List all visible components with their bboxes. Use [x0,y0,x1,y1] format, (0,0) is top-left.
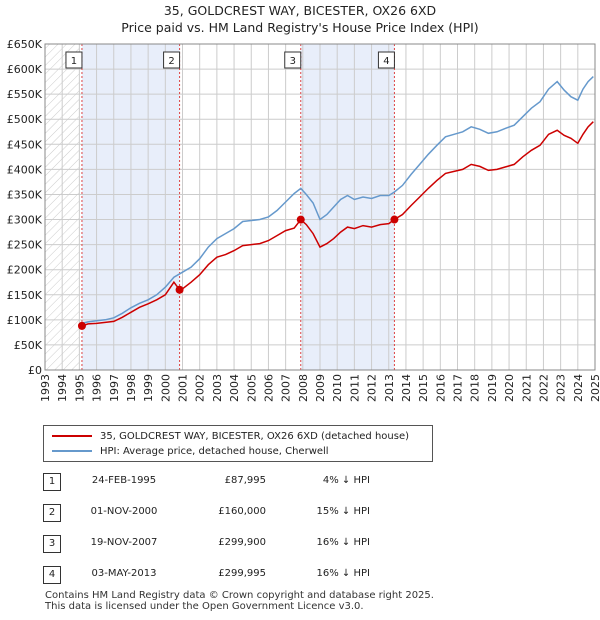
x-tick-label: 2006 [262,374,275,402]
x-tick-label: 2024 [572,374,585,402]
transaction-number: 2 [43,504,61,522]
chart-subtitle: Price paid vs. HM Land Registry's House … [121,20,479,35]
transaction-price: £160,000 [218,506,266,517]
y-tick-label: £200K [7,264,43,277]
x-tick-label: 1999 [142,374,155,402]
chart-title: 35, GOLDCREST WAY, BICESTER, OX26 6XD [163,3,437,18]
x-tick-label: 2018 [469,374,482,402]
transaction-hpi-diff: 16% ↓ HPI [316,537,370,548]
price-chart: £0 £50K £100K £150K £200K £250K £300K £350K £400… [7,38,600,402]
x-tick-label: 2014 [400,374,413,402]
transaction-hpi-diff: 16% ↓ HPI [316,568,370,579]
sale-label-box [284,51,302,69]
x-tick-label: 2013 [383,374,396,402]
transaction-hpi-diff: 4% ↓ HPI [322,475,370,486]
x-tick-label: 1996 [91,374,104,402]
x-tick-label: 2011 [348,374,361,402]
table-row: 1 24-FEB-1995 £87,995 4% ↓ HPI [0,473,600,493]
x-tick-label: 2012 [366,374,379,402]
legend-label-hpi: HPI: Average price, detached house, Cher… [100,445,329,457]
x-tick-label: 2020 [503,374,516,402]
x-tick-label: 2023 [555,374,568,402]
sale-point [175,285,184,294]
legend-label-price: 35, GOLDCREST WAY, BICESTER, OX26 6XD (d… [100,430,410,442]
x-tick-label: 2022 [537,374,550,402]
sale-label-number: 3 [290,56,296,67]
footer-copyright: Contains HM Land Registry data © Crown c… [45,590,434,601]
x-tick-label: 2025 [589,374,600,402]
transaction-number: 1 [43,473,61,491]
x-tick-label: 1995 [73,374,86,402]
sale-label-number: 2 [168,56,174,67]
legend-swatch-price [52,435,92,437]
y-tick-label: £450K [7,138,43,151]
x-tick-label: 2015 [417,374,430,402]
sale-label-number: 1 [71,56,77,67]
x-tick-label: 2019 [486,374,499,402]
footer: Contains HM Land Registry data © Crown c… [45,590,434,612]
x-tick-label: 1998 [125,374,138,402]
legend-item-hpi: HPI: Average price, detached house, Cher… [52,444,329,458]
x-tick-label: 2008 [297,374,310,402]
transaction-date: 19-NOV-2007 [90,537,158,548]
transaction-number: 3 [43,535,61,553]
x-tick-label: 1994 [56,374,69,402]
y-tick-label: £400K [7,163,43,176]
legend-swatch-hpi [52,450,92,452]
x-tick-label: 2010 [331,374,344,402]
x-tick-label: 1997 [108,374,121,402]
x-tick-label: 2003 [211,374,224,402]
y-tick-label: £600K [7,63,43,76]
x-tick-label: 1993 [39,374,52,402]
price-paid-line [81,121,594,327]
y-tick-label: £300K [7,214,43,227]
sale-label-box [65,51,83,69]
transaction-price: £87,995 [224,475,266,486]
sale-label-box [163,51,181,69]
sale-point [77,321,86,330]
table-row: 4 03-MAY-2013 £299,995 16% ↓ HPI [0,566,600,586]
footer-licence: This data is licensed under the Open Gov… [45,601,364,612]
x-tick-label: 2004 [228,374,241,402]
y-tick-label: £250K [7,239,43,252]
legend-item-price: 35, GOLDCREST WAY, BICESTER, OX26 6XD (d… [52,429,409,443]
table-row: 3 19-NOV-2007 £299,900 16% ↓ HPI [0,535,600,555]
transaction-price: £299,995 [218,568,266,579]
transaction-date: 24-FEB-1995 [91,475,157,486]
sale-label-box [377,51,395,69]
x-tick-label: 2007 [280,374,293,402]
table-row: 2 01-NOV-2000 £160,000 15% ↓ HPI [0,504,600,524]
y-tick-label: £50K [14,339,43,352]
y-tick-label: £100K [7,314,43,327]
x-tick-label: 2021 [520,374,533,402]
y-tick-label: £150K [7,289,43,302]
y-tick-label: £350K [7,188,43,201]
legend: 35, GOLDCREST WAY, BICESTER, OX26 6XD (d… [43,425,433,462]
y-tick-label: £550K [7,88,43,101]
x-tick-label: 2000 [159,374,172,402]
y-tick-label: £650K [7,38,43,51]
transaction-number: 4 [43,566,61,584]
x-tick-label: 2005 [245,374,258,402]
ownership-shade-2 [300,44,395,370]
x-tick-label: 2017 [452,374,465,402]
sale-point [296,215,305,224]
y-tick-label: £500K [7,113,43,126]
plot-frame [44,43,596,371]
sale-point [390,215,399,224]
transaction-date: 01-NOV-2000 [90,506,158,517]
x-tick-label: 2009 [314,374,327,402]
transaction-price: £299,900 [218,537,266,548]
y-tick-label: £0 [28,364,42,377]
hpi-line [79,76,594,325]
transaction-date: 03-MAY-2013 [91,568,157,579]
sale-label-number: 4 [383,56,389,67]
x-tick-label: 2002 [194,374,207,402]
x-tick-label: 2001 [177,374,190,402]
transaction-hpi-diff: 15% ↓ HPI [316,506,370,517]
x-tick-label: 2016 [434,374,447,402]
